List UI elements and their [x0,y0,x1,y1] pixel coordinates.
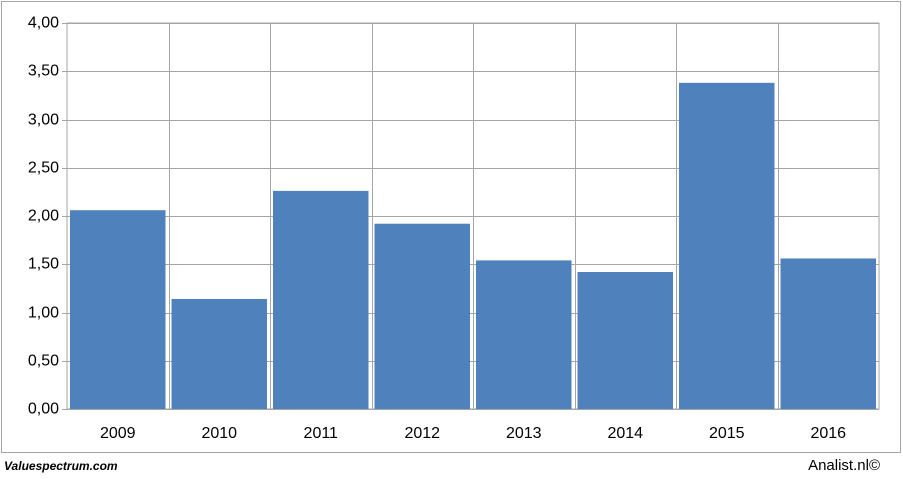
bar [273,190,369,409]
x-tick-label: 2010 [201,425,237,442]
footer-right: Analist.nl© [808,457,880,474]
y-tick-label: 2,50 [28,160,59,177]
x-tick-label: 2009 [100,425,136,442]
x-tick-label: 2013 [506,425,542,442]
x-tick-label: 2015 [709,425,745,442]
y-tick-label: 1,50 [28,256,59,273]
x-tick-label: 2014 [607,425,643,442]
footer-left: Valuespectrum.com [4,459,118,473]
bar [780,258,876,409]
bar [374,223,470,409]
bar [679,82,775,409]
bar [171,298,267,409]
x-tick-label: 2011 [304,425,339,442]
y-tick-label: 2,00 [28,208,59,225]
x-tick-label: 2016 [810,425,846,442]
bar [577,271,673,409]
x-tick-label: 2012 [404,425,440,442]
y-tick-label: 0,00 [28,401,59,418]
y-tick-label: 3,00 [28,112,59,129]
bar [70,210,166,409]
y-tick-label: 3,50 [28,63,59,80]
y-tick-label: 0,50 [28,353,59,370]
y-tick-label: 1,00 [28,305,59,322]
bar [476,260,572,409]
y-tick-label: 4,00 [28,15,59,32]
